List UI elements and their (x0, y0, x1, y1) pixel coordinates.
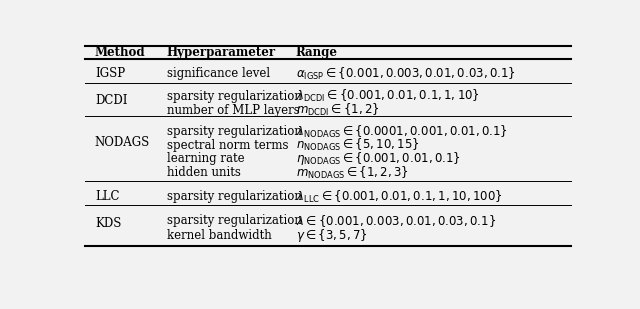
Text: number of MLP layers: number of MLP layers (167, 104, 300, 116)
Text: $m_\mathrm{DCDI} \in \{1, 2\}$: $m_\mathrm{DCDI} \in \{1, 2\}$ (296, 102, 380, 118)
Text: NODAGS: NODAGS (95, 137, 150, 150)
Text: significance level: significance level (167, 67, 270, 80)
Text: Range: Range (296, 46, 338, 59)
Text: sparsity regularization: sparsity regularization (167, 90, 301, 103)
Text: hidden units: hidden units (167, 166, 241, 179)
Text: sparsity regularization: sparsity regularization (167, 190, 301, 203)
Text: kernel bandwidth: kernel bandwidth (167, 229, 271, 242)
Text: DCDI: DCDI (95, 94, 127, 107)
Text: $\lambda_\mathrm{NODAGS} \in \{0.0001, 0.001, 0.01, 0.1\}$: $\lambda_\mathrm{NODAGS} \in \{0.0001, 0… (296, 124, 508, 140)
Text: $\gamma \in \{3, 5, 7\}$: $\gamma \in \{3, 5, 7\}$ (296, 226, 367, 243)
Text: Method: Method (95, 46, 145, 59)
Text: sparsity regularization: sparsity regularization (167, 214, 301, 227)
Text: $\lambda \in \{0.001, 0.003, 0.01, 0.03, 0.1\}$: $\lambda \in \{0.001, 0.003, 0.01, 0.03,… (296, 213, 496, 229)
Text: $m_\mathrm{NODAGS} \in \{1, 2, 3\}$: $m_\mathrm{NODAGS} \in \{1, 2, 3\}$ (296, 164, 408, 180)
Text: $\eta_\mathrm{NODAGS} \in \{0.001, 0.01, 0.1\}$: $\eta_\mathrm{NODAGS} \in \{0.001, 0.01,… (296, 150, 461, 167)
Text: spectral norm terms: spectral norm terms (167, 139, 288, 152)
Text: $\lambda_\mathrm{LLC} \in \{0.001, 0.01, 0.1, 1, 10, 100\}$: $\lambda_\mathrm{LLC} \in \{0.001, 0.01,… (296, 189, 502, 205)
Text: Hyperparameter: Hyperparameter (167, 46, 276, 59)
Text: $\alpha_\mathrm{IGSP} \in \{0.001, 0.003, 0.01, 0.03, 0.1\}$: $\alpha_\mathrm{IGSP} \in \{0.001, 0.003… (296, 66, 516, 82)
Text: sparsity regularization: sparsity regularization (167, 125, 301, 138)
Text: IGSP: IGSP (95, 67, 125, 80)
Text: $n_\mathrm{NODAGS} \in \{5, 10, 15\}$: $n_\mathrm{NODAGS} \in \{5, 10, 15\}$ (296, 137, 419, 153)
Text: learning rate: learning rate (167, 152, 244, 165)
Text: KDS: KDS (95, 217, 121, 230)
Text: $\lambda_\mathrm{DCDI} \in \{0.001, 0.01, 0.1, 1, 10\}$: $\lambda_\mathrm{DCDI} \in \{0.001, 0.01… (296, 88, 480, 104)
Text: LLC: LLC (95, 190, 120, 203)
